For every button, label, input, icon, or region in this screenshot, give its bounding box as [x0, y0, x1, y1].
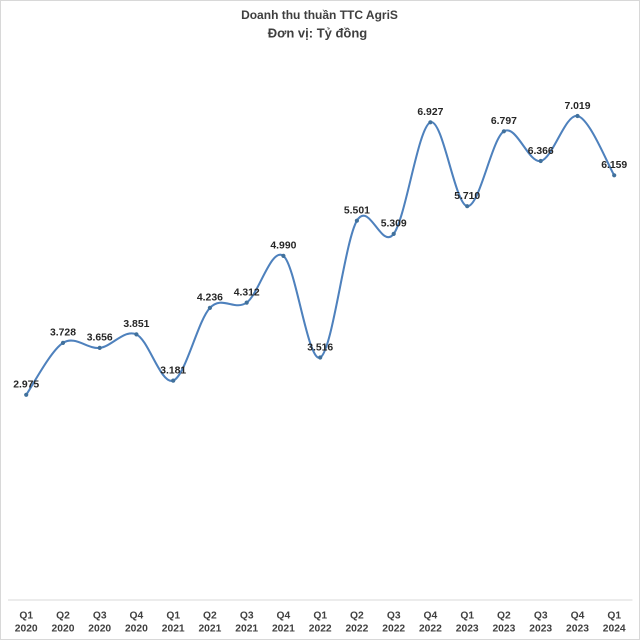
svg-text:7.019: 7.019	[564, 101, 590, 112]
svg-text:Q1: Q1	[460, 611, 474, 622]
svg-text:2024: 2024	[603, 624, 626, 635]
svg-text:2020: 2020	[88, 624, 111, 635]
svg-text:Q3: Q3	[534, 611, 548, 622]
svg-text:2020: 2020	[15, 624, 38, 635]
svg-text:Q3: Q3	[240, 611, 254, 622]
svg-text:6.927: 6.927	[417, 107, 443, 118]
svg-text:Doanh thu thuần TTC AgriS: Doanh thu thuần TTC AgriS	[241, 8, 398, 22]
svg-text:5.710: 5.710	[454, 191, 480, 202]
svg-text:2020: 2020	[125, 624, 148, 635]
svg-text:4.312: 4.312	[234, 287, 260, 298]
svg-text:Q2: Q2	[350, 611, 364, 622]
svg-text:4.236: 4.236	[197, 293, 223, 304]
svg-text:3.656: 3.656	[87, 333, 113, 344]
svg-text:Q1: Q1	[166, 611, 180, 622]
svg-text:2022: 2022	[382, 624, 405, 635]
svg-text:Q4: Q4	[130, 611, 144, 622]
svg-text:2023: 2023	[529, 624, 552, 635]
svg-text:2023: 2023	[492, 624, 515, 635]
svg-text:Q2: Q2	[497, 611, 511, 622]
svg-text:3.728: 3.728	[50, 328, 76, 339]
svg-text:2021: 2021	[272, 624, 295, 635]
svg-text:Q3: Q3	[93, 611, 107, 622]
svg-text:Q1: Q1	[313, 611, 327, 622]
svg-text:Q2: Q2	[56, 611, 70, 622]
svg-text:2023: 2023	[456, 624, 479, 635]
svg-text:4.990: 4.990	[270, 241, 296, 252]
svg-text:3.851: 3.851	[123, 319, 149, 330]
svg-text:Q4: Q4	[424, 611, 438, 622]
svg-text:Q4: Q4	[277, 611, 291, 622]
svg-text:Q2: Q2	[203, 611, 217, 622]
svg-text:2.975: 2.975	[13, 380, 39, 391]
svg-text:3.181: 3.181	[160, 365, 186, 376]
svg-text:6.366: 6.366	[528, 146, 554, 157]
svg-text:5.309: 5.309	[381, 219, 407, 230]
svg-text:2021: 2021	[162, 624, 185, 635]
svg-text:3.516: 3.516	[307, 342, 333, 353]
svg-text:2022: 2022	[345, 624, 368, 635]
svg-text:2020: 2020	[52, 624, 75, 635]
svg-text:2023: 2023	[566, 624, 589, 635]
svg-text:6.797: 6.797	[491, 116, 517, 127]
svg-text:2022: 2022	[419, 624, 442, 635]
svg-text:6.159: 6.159	[601, 160, 627, 171]
svg-text:Q1: Q1	[607, 611, 621, 622]
svg-text:Q3: Q3	[387, 611, 401, 622]
svg-text:2022: 2022	[309, 624, 332, 635]
svg-text:Q4: Q4	[571, 611, 585, 622]
svg-text:5.501: 5.501	[344, 206, 370, 217]
svg-text:Q1: Q1	[19, 611, 33, 622]
svg-text:2021: 2021	[235, 624, 258, 635]
svg-text:2021: 2021	[198, 624, 221, 635]
svg-text:Đơn vị: Tỷ đồng: Đơn vị: Tỷ đồng	[268, 26, 368, 41]
